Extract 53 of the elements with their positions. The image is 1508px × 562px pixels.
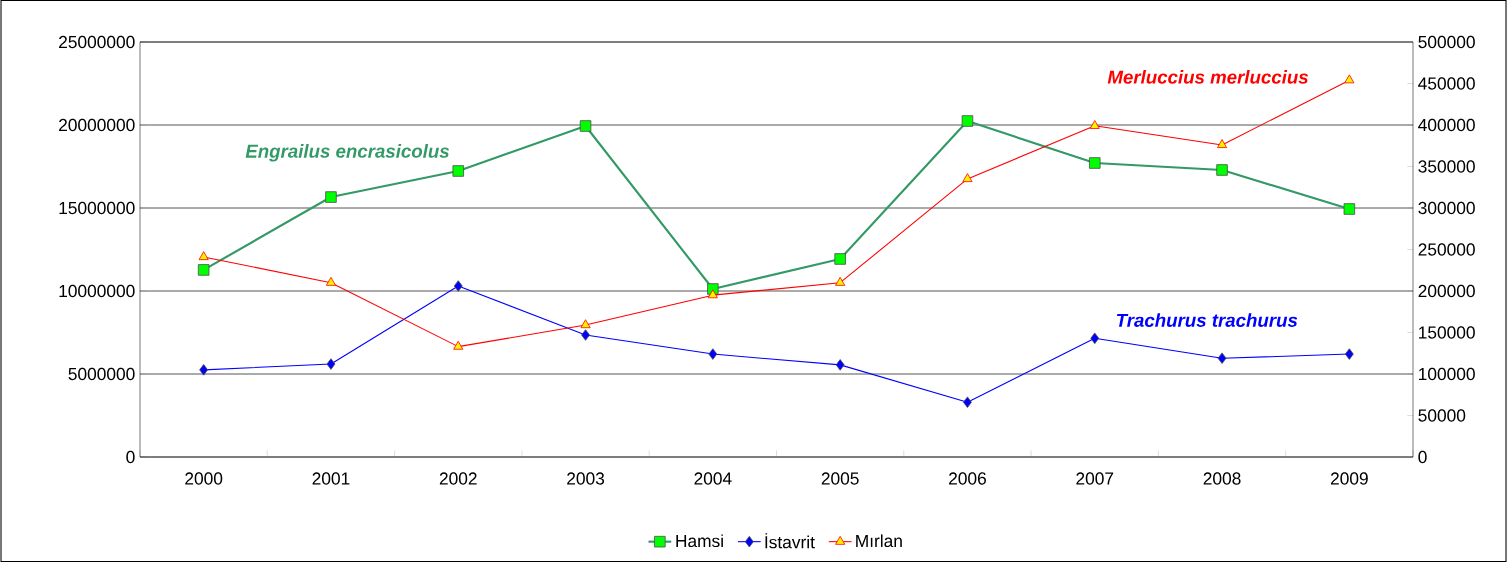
y-tick-label: 0 [126, 450, 135, 464]
y2-tick-label: 300000 [1418, 201, 1475, 215]
point [198, 251, 209, 261]
x-tick-label: 2003 [567, 472, 605, 485]
point [707, 289, 718, 299]
y2-tick-label: 350000 [1418, 160, 1475, 173]
y-tick-label: 5000000 [68, 367, 135, 381]
point [580, 319, 591, 329]
legend-label: İstavrit [765, 533, 815, 549]
y2-tick-label: 200000 [1418, 284, 1475, 298]
annotation: Engrailus encrasicolus [245, 144, 450, 162]
y-tick-label: 10000000 [59, 284, 135, 298]
annotation: Merluccius merluccius [1107, 70, 1309, 84]
x-tick-label: 2000 [185, 472, 223, 485]
y2-tick-label: 400000 [1418, 118, 1475, 132]
point [1344, 348, 1354, 360]
x-tick-label: 2005 [821, 472, 859, 485]
y2-tick-label: 250000 [1418, 243, 1475, 256]
x-tick-label: 2001 [312, 472, 350, 485]
point [1089, 120, 1100, 129]
point [1217, 139, 1228, 148]
y-tick-label: 20000000 [59, 118, 135, 132]
y2-tick-label: 0 [1418, 450, 1427, 464]
y2-tick-label: 150000 [1419, 326, 1475, 339]
point [326, 358, 336, 370]
point [199, 364, 209, 376]
point [1217, 352, 1227, 364]
y2-tick-label: 50000 [1418, 409, 1466, 422]
point [1090, 332, 1100, 345]
point [453, 340, 464, 350]
x-tick-label: 2007 [1076, 472, 1114, 485]
annotation: Trachurus trachurus [1116, 313, 1298, 327]
legend-label: Mırlan [856, 534, 902, 548]
y2-tick-label: 500000 [1418, 35, 1475, 49]
x-tick-label: 2004 [694, 472, 732, 485]
point [835, 359, 845, 371]
point [963, 396, 972, 408]
legend-label: Hamsi [676, 534, 723, 548]
point [581, 329, 590, 341]
point [708, 348, 718, 360]
point [835, 276, 846, 286]
y-tick-label: 15000000 [59, 201, 135, 215]
x-tick-label: 2008 [1203, 472, 1241, 485]
point [325, 276, 336, 286]
y2-tick-label: 450000 [1418, 77, 1475, 90]
x-tick-label: 2006 [949, 472, 986, 485]
y-tick-label: 25000000 [59, 35, 135, 49]
point [1344, 74, 1355, 84]
x-tick-label: 2009 [1330, 472, 1368, 485]
y2-tick-label: 100000 [1419, 367, 1475, 381]
x-tick-label: 2002 [439, 472, 477, 485]
point [453, 280, 463, 292]
point [962, 173, 973, 183]
